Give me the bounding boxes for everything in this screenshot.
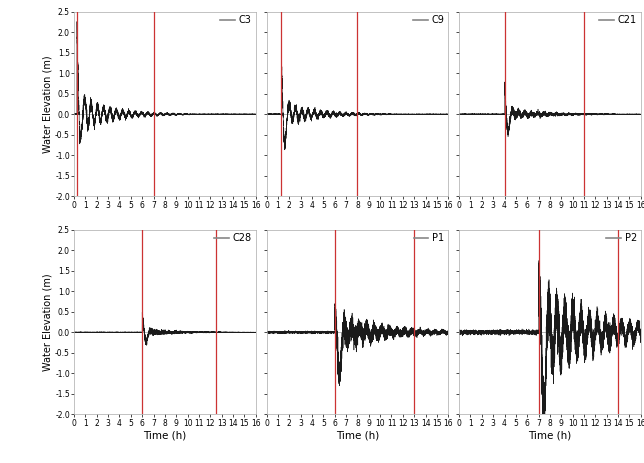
Y-axis label: Water Elevation (m): Water Elevation (m) bbox=[43, 55, 52, 153]
Legend: C3: C3 bbox=[218, 13, 254, 27]
X-axis label: Time (h): Time (h) bbox=[143, 430, 187, 440]
Legend: P1: P1 bbox=[412, 232, 446, 245]
Y-axis label: Water Elevation (m): Water Elevation (m) bbox=[43, 273, 52, 371]
Legend: C9: C9 bbox=[411, 13, 446, 27]
X-axis label: Time (h): Time (h) bbox=[336, 430, 379, 440]
Legend: C28: C28 bbox=[213, 232, 254, 245]
Legend: C21: C21 bbox=[598, 13, 639, 27]
X-axis label: Time (h): Time (h) bbox=[528, 430, 572, 440]
Legend: P2: P2 bbox=[604, 232, 639, 245]
